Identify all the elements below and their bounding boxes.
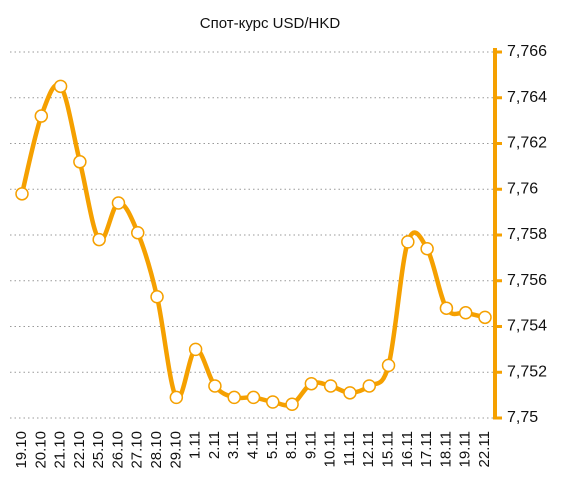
marker (169, 390, 184, 405)
marker (266, 395, 280, 409)
x-tick-label: 20.10 (32, 431, 49, 469)
x-tick-label: 29.10 (167, 431, 184, 469)
x-tick-label: 19.10 (13, 431, 30, 469)
x-tick-label: 2.11 (206, 431, 223, 459)
x-tick-label: 8.11 (283, 431, 300, 459)
marker (188, 342, 203, 357)
x-tick-label: 19.11 (457, 431, 474, 467)
y-tick-label: 7,762 (507, 135, 547, 152)
y-tick-label: 7,764 (507, 89, 547, 106)
x-tick-label: 15.11 (380, 431, 397, 467)
marker (323, 379, 338, 393)
y-tick-label: 7,766 (507, 43, 547, 60)
x-tick-label: 22.11 (476, 431, 493, 467)
marker (92, 232, 106, 247)
y-tick-label: 7,754 (507, 318, 547, 335)
marker (150, 290, 164, 304)
marker (304, 376, 319, 391)
y-tick-label: 7,756 (507, 272, 547, 289)
x-tick-label: 4.11 (244, 431, 261, 459)
x-tick-label: 21.10 (52, 431, 69, 469)
x-tick-label: 3.11 (225, 431, 242, 459)
y-tick-label: 7,75 (507, 409, 538, 426)
marker (381, 358, 396, 373)
x-tick-label: 27.10 (129, 431, 146, 469)
marker (285, 397, 299, 412)
marker (73, 155, 87, 169)
y-tick-label: 7,752 (507, 363, 547, 380)
x-tick-label: 17.11 (418, 431, 435, 467)
x-tick-label: 28.10 (148, 431, 165, 469)
marker (478, 310, 492, 325)
x-tick-label: 25.10 (90, 431, 107, 469)
marker (401, 235, 415, 249)
marker (343, 386, 357, 400)
marker (439, 301, 454, 315)
marker (15, 187, 29, 201)
x-tick-label: 12.11 (360, 431, 377, 467)
marker (246, 390, 261, 405)
x-tick-label: 5.11 (264, 431, 281, 459)
marker (53, 79, 68, 94)
x-tick-label: 10.11 (322, 431, 339, 467)
chart-title: Спот-курс USD/HKD (200, 15, 341, 32)
x-tick-label: 11.11 (341, 431, 358, 466)
line (19, 82, 486, 408)
y-tick-label: 7,76 (507, 180, 538, 197)
marker (362, 379, 376, 393)
marker (420, 241, 434, 256)
marker (458, 306, 473, 320)
marker (227, 390, 241, 405)
marker (34, 109, 49, 123)
x-tick-label: 22.10 (71, 431, 88, 469)
x-tick-label: 9.11 (302, 431, 319, 459)
marker (111, 196, 126, 210)
marker (131, 225, 145, 240)
x-tick-label: 1.11 (187, 431, 204, 459)
marker (208, 379, 222, 393)
y-tick-label: 7,758 (507, 226, 547, 243)
x-tick-label: 26.10 (109, 431, 126, 469)
x-tick-label: 16.11 (399, 431, 416, 467)
x-tick-label: 18.11 (437, 431, 454, 467)
